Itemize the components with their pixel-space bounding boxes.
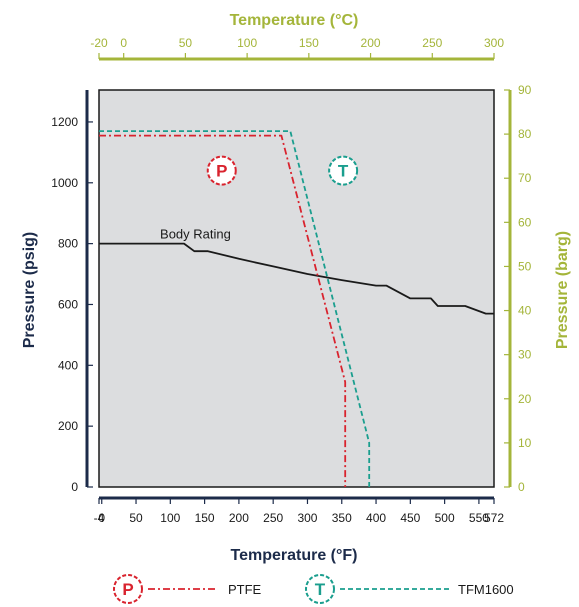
bottom-tick-label: 572 xyxy=(484,511,504,525)
left-tick-label: 1200 xyxy=(51,115,78,129)
right-tick-label: 60 xyxy=(518,215,532,229)
top-tick-label: 50 xyxy=(179,36,193,50)
bottom-tick-label: 50 xyxy=(129,511,143,525)
bottom-tick-label: 150 xyxy=(195,511,215,525)
right-tick-label: 10 xyxy=(518,436,532,450)
annotation-badge-t: T xyxy=(338,162,349,181)
left-tick-label: 600 xyxy=(58,297,78,311)
top-tick-label: 100 xyxy=(237,36,257,50)
legend-badge-p: P xyxy=(122,580,133,599)
right-tick-label: 90 xyxy=(518,83,532,97)
bottom-tick-label: 100 xyxy=(160,511,180,525)
legend-label: TFM1600 xyxy=(458,582,514,597)
right-tick-label: 50 xyxy=(518,259,532,273)
bottom-tick-label: 400 xyxy=(366,511,386,525)
top-tick-label: 300 xyxy=(484,36,504,50)
right-tick-label: 0 xyxy=(518,480,525,494)
right-tick-label: 70 xyxy=(518,171,532,185)
right-tick-label: 80 xyxy=(518,127,532,141)
bottom-tick-label: 450 xyxy=(400,511,420,525)
bottom-tick-label: 300 xyxy=(297,511,317,525)
bottom-tick-label: 250 xyxy=(263,511,283,525)
right-tick-label: 40 xyxy=(518,304,532,318)
series-line-tfm1600 xyxy=(99,130,371,487)
left-tick-label: 0 xyxy=(71,480,78,494)
right-tick-label: 20 xyxy=(518,392,532,406)
legend-badge-t: T xyxy=(315,580,326,599)
legend: P PTFE T TFM1600 xyxy=(113,574,514,604)
legend-label: PTFE xyxy=(228,582,262,597)
series-line-body-rating xyxy=(99,242,494,315)
annotation-body-rating: Body Rating xyxy=(160,227,231,242)
top-tick-label: 250 xyxy=(422,36,442,50)
bottom-tick-label: 500 xyxy=(435,511,455,525)
series-line-ptfe xyxy=(99,134,347,487)
left-tick-label: 400 xyxy=(58,358,78,372)
right-tick-label: 30 xyxy=(518,348,532,362)
annotation-badge-circle xyxy=(206,155,237,186)
legend-badge-circle xyxy=(305,574,335,604)
annotation-badge-circle xyxy=(328,155,359,186)
bottom-tick-label: 0 xyxy=(98,511,105,525)
left-tick-label: 1000 xyxy=(51,176,78,190)
top-tick-label: 200 xyxy=(361,36,381,50)
top-tick-label: -20 xyxy=(90,36,108,50)
right-axis-title: Pressure (barg) xyxy=(554,231,571,349)
bottom-tick-label: -4 xyxy=(94,511,105,525)
bottom-tick-label: 200 xyxy=(229,511,249,525)
bottom-axis-title: Temperature (°F) xyxy=(230,547,357,564)
annotation-badge-p: P xyxy=(216,162,227,181)
top-tick-label: 0 xyxy=(120,36,127,50)
left-tick-label: 200 xyxy=(58,419,78,433)
top-tick-label: 150 xyxy=(299,36,319,50)
bottom-tick-label: 550 xyxy=(469,511,489,525)
bottom-tick-label: 350 xyxy=(332,511,352,525)
left-axis-title: Pressure (psig) xyxy=(21,232,38,348)
legend-badge-circle xyxy=(113,574,143,604)
left-tick-label: 800 xyxy=(58,237,78,251)
plot-area xyxy=(98,89,495,488)
plot-layer: -20 0 50 100 150 200 250 300-40 50 100 150 200 250 30… xyxy=(51,36,531,525)
top-axis-title: Temperature (°C) xyxy=(230,12,359,29)
